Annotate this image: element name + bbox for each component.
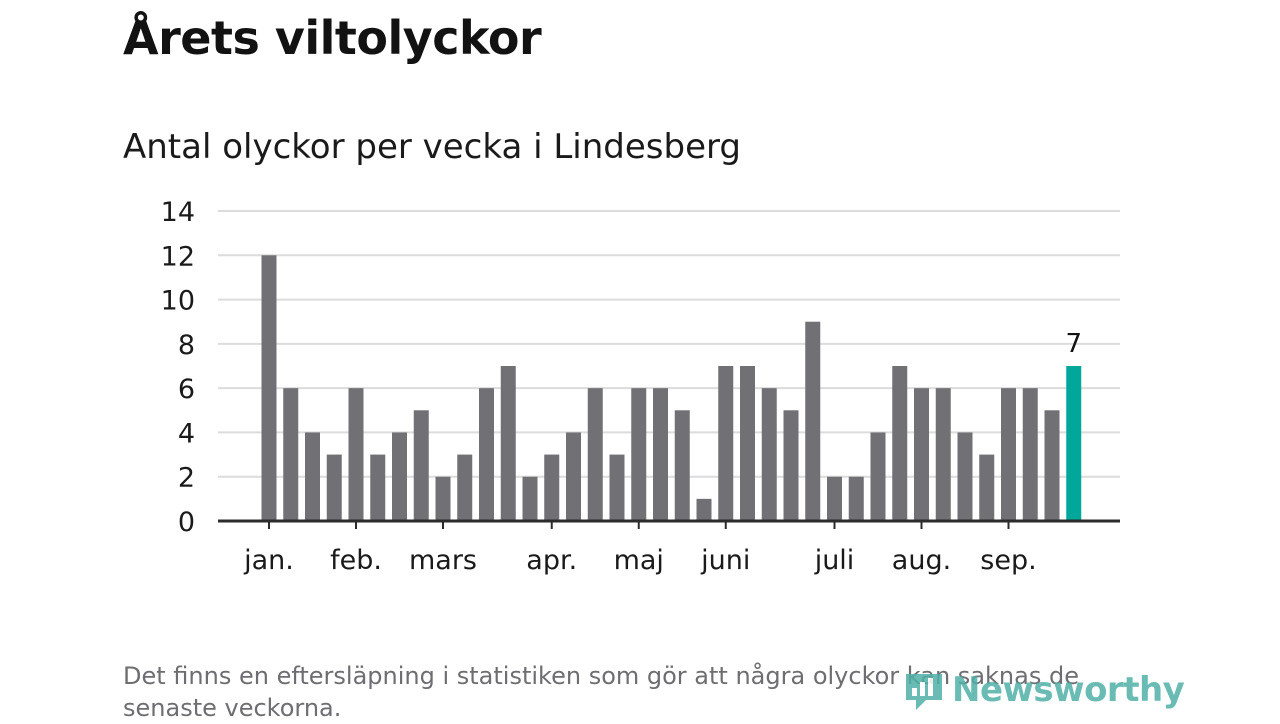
bar	[305, 432, 320, 521]
logo-text: Newsworthy	[952, 670, 1185, 710]
bar-chart: 0 2 4 6 8 10 12 14 7 jan. feb. mars apr. maj juni juli a…	[161, 197, 1120, 576]
x-tick-label: jan.	[243, 545, 294, 576]
bar	[653, 388, 668, 521]
x-tick-label: juli	[814, 545, 855, 576]
x-tick-label: sep.	[980, 545, 1036, 576]
y-tick-label: 12	[161, 241, 195, 272]
highlight-bar	[1066, 366, 1082, 521]
x-tick-label: maj	[614, 545, 664, 576]
y-tick-label: 4	[178, 418, 195, 449]
bar	[283, 388, 299, 521]
bar	[892, 366, 908, 521]
bar	[479, 388, 494, 521]
bar	[783, 410, 799, 521]
chart-subtitle: Antal olyckor per vecka i Lindesberg	[123, 127, 741, 167]
bar	[522, 476, 538, 521]
bar	[805, 321, 821, 521]
y-tick-label: 8	[178, 330, 195, 361]
bar	[957, 432, 973, 521]
bar	[718, 366, 734, 521]
bar	[827, 476, 842, 521]
bar	[261, 255, 277, 522]
bar	[544, 454, 560, 521]
y-tick-label: 0	[178, 507, 195, 538]
bar	[457, 454, 473, 521]
bar	[566, 432, 581, 521]
newsworthy-logo-icon	[906, 674, 942, 710]
bar	[740, 366, 755, 521]
y-tick-label: 14	[161, 197, 195, 228]
page-title: Årets viltolyckor	[123, 11, 542, 65]
x-tick-label: feb.	[330, 545, 382, 576]
bar	[413, 410, 429, 521]
bar	[848, 476, 864, 521]
bar	[935, 388, 951, 521]
y-tick-label: 6	[178, 374, 195, 405]
bar	[914, 388, 929, 521]
x-tick-label: apr.	[526, 545, 577, 576]
bar	[348, 388, 364, 521]
bar	[392, 432, 407, 521]
x-tick-label: juni	[700, 545, 750, 576]
bar	[1044, 410, 1060, 521]
bar	[1001, 388, 1016, 521]
x-tick-label: mars	[409, 545, 477, 576]
bar	[326, 454, 342, 521]
bar	[979, 454, 995, 521]
newsworthy-logo: Newsworthy	[902, 668, 1185, 712]
highlight-value-label: 7	[1065, 329, 1082, 359]
bar	[1022, 388, 1038, 521]
bar	[609, 454, 625, 521]
bar	[696, 498, 712, 521]
bar	[674, 410, 690, 521]
bar	[870, 432, 886, 521]
bar	[587, 388, 603, 521]
bar	[500, 366, 516, 521]
x-tick-label: aug.	[892, 545, 951, 576]
y-tick-label: 2	[178, 463, 195, 494]
bar	[631, 388, 647, 521]
bar	[370, 454, 386, 521]
y-tick-label: 10	[161, 286, 195, 317]
bar	[435, 476, 451, 521]
bar	[761, 388, 777, 521]
